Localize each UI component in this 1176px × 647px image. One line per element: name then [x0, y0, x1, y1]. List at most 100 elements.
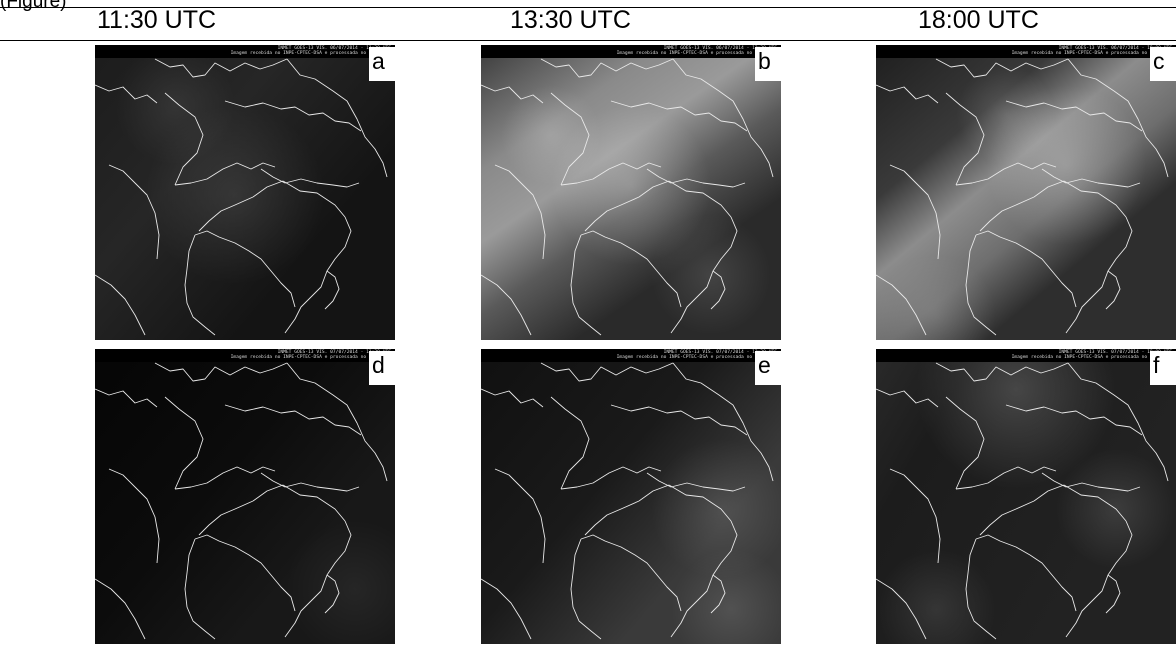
- boundary-outline: [570, 234, 602, 336]
- image-header-line2: Imagem recebida no INPE-CPTEC-DSA e proc…: [230, 355, 391, 360]
- boundary-outline: [975, 230, 1077, 308]
- boundary-outline: [560, 162, 662, 186]
- boundary-outline: [560, 466, 662, 490]
- boundary-outline: [260, 472, 360, 492]
- boundary-outline: [876, 388, 939, 408]
- satellite-imagery: [876, 349, 1176, 644]
- boundary-outline: [979, 500, 1035, 536]
- cloud-patch: [671, 549, 781, 644]
- boundary-outline: [1063, 484, 1127, 522]
- boundary-outline: [1065, 520, 1133, 638]
- boundary-outline: [286, 58, 388, 178]
- image-header-band: INMET GOES-13 VIS. 07/07/2014 - 18:00 UT…: [876, 349, 1176, 362]
- boundary-outline: [194, 230, 296, 308]
- boundary-outline: [481, 274, 532, 336]
- panel-label-box: e: [755, 351, 781, 385]
- boundary-outline: [668, 180, 732, 218]
- boundary-outline: [610, 100, 748, 132]
- figure-caption-fragment: (Figure): [0, 0, 67, 12]
- cloud-patch: [916, 349, 1116, 489]
- panel-label-box: c: [1150, 47, 1176, 81]
- boundary-outline: [1067, 362, 1169, 482]
- boundary-outline: [260, 168, 360, 188]
- boundary-outline: [580, 230, 682, 308]
- boundary-outline: [540, 58, 674, 78]
- satellite-image-panel: INMET GOES-13 VIS. 07/07/2014 - 11:30 UT…: [95, 349, 395, 644]
- boundary-outline: [1065, 216, 1133, 334]
- boundary-outline: [550, 396, 590, 490]
- boundary-outline: [965, 538, 997, 640]
- boundary-outline: [282, 484, 346, 522]
- boundary-outline: [184, 234, 216, 336]
- panel-label-box: b: [755, 47, 781, 81]
- cloud-patch: [115, 45, 235, 165]
- image-header-line1: INMET GOES-13 VIS. 06/07/2014 - 18:00 UT…: [1058, 46, 1172, 51]
- boundary-outline: [1105, 270, 1121, 310]
- image-header-band: INMET GOES-13 VIS. 07/07/2014 - 11:30 UT…: [95, 349, 395, 362]
- boundary-outline: [1067, 58, 1169, 178]
- image-header-line2: Imagem recebida no INPE-CPTEC-DSA e proc…: [1011, 355, 1172, 360]
- boundary-outline: [154, 362, 288, 382]
- image-header-line2: Imagem recebida no INPE-CPTEC-DSA e proc…: [616, 51, 777, 56]
- satellite-imagery: [481, 45, 781, 340]
- boundary-outline: [194, 534, 296, 612]
- table-top-rule: [0, 7, 1176, 8]
- column-header-time-2: 13:30 UTC: [510, 6, 631, 34]
- boundary-outline: [610, 404, 748, 436]
- image-header-band: INMET GOES-13 VIS. 07/07/2014 - 13:30 UT…: [481, 349, 781, 362]
- image-header-line1: INMET GOES-13 VIS. 07/07/2014 - 11:30 UT…: [277, 350, 391, 355]
- boundary-outline: [284, 520, 352, 638]
- image-header-line1: INMET GOES-13 VIS. 07/07/2014 - 18:00 UT…: [1058, 350, 1172, 355]
- satellite-image-panel: INMET GOES-13 VIS. 07/07/2014 - 18:00 UT…: [876, 349, 1176, 644]
- boundary-outline: [1005, 404, 1143, 436]
- boundary-outline: [1063, 180, 1127, 218]
- boundary-outline: [494, 164, 546, 260]
- boundary-outline: [638, 180, 670, 198]
- boundary-outline: [1033, 180, 1065, 198]
- boundary-outline: [876, 84, 939, 104]
- image-header-band: INMET GOES-13 VIS. 06/07/2014 - 18:00 UT…: [876, 45, 1176, 58]
- panel-label: e: [758, 352, 771, 378]
- boundary-outline: [198, 196, 254, 232]
- boundary-outline: [1033, 484, 1065, 502]
- boundary-outline: [570, 538, 602, 640]
- boundary-outline: [876, 274, 927, 336]
- cloud-patch: [285, 519, 395, 644]
- cloud-patch: [651, 439, 781, 579]
- boundary-outline: [965, 234, 997, 336]
- boundary-outline: [670, 520, 738, 638]
- boundary-outline: [540, 362, 674, 382]
- image-header-line1: INMET GOES-13 VIS. 06/07/2014 - 13:30 UT…: [663, 46, 777, 51]
- boundary-outline: [710, 270, 726, 310]
- cloud-patch: [956, 65, 1056, 165]
- cloud-patch: [876, 549, 996, 644]
- boundary-outline: [224, 404, 362, 436]
- boundary-outline: [584, 500, 640, 536]
- boundary-outline: [286, 362, 388, 482]
- satellite-image-panel: INMET GOES-13 VIS. 06/07/2014 - 13:30 UT…: [481, 45, 781, 340]
- boundary-outline: [252, 484, 284, 502]
- table-header-rule: [0, 40, 1176, 41]
- panel-label-box: d: [369, 351, 395, 385]
- boundary-outline: [184, 538, 216, 640]
- satellite-image-panel: INMET GOES-13 VIS. 07/07/2014 - 13:30 UT…: [481, 349, 781, 644]
- boundary-outline: [889, 164, 941, 260]
- boundary-outline: [1005, 100, 1143, 132]
- boundary-outline: [638, 484, 670, 502]
- boundary-outline: [95, 388, 158, 408]
- boundary-outline: [975, 534, 1077, 612]
- boundary-outline: [935, 362, 1069, 382]
- boundary-outline: [481, 388, 544, 408]
- image-header-line1: INMET GOES-13 VIS. 06/07/2014 - 11:30 UT…: [277, 46, 391, 51]
- boundary-outline: [252, 180, 284, 198]
- boundary-outline: [955, 466, 1057, 490]
- image-header-line2: Imagem recebida no INPE-CPTEC-DSA e proc…: [616, 355, 777, 360]
- panel-label-box: f: [1150, 351, 1176, 385]
- boundary-outline: [324, 270, 340, 310]
- boundary-outline: [979, 196, 1035, 232]
- boundary-outline: [95, 274, 146, 336]
- satellite-imagery: [876, 45, 1176, 340]
- boundary-outline: [876, 578, 927, 640]
- image-header-line2: Imagem recebida no INPE-CPTEC-DSA e proc…: [1011, 51, 1172, 56]
- satellite-image-panel: INMET GOES-13 VIS. 06/07/2014 - 11:30 UT…: [95, 45, 395, 340]
